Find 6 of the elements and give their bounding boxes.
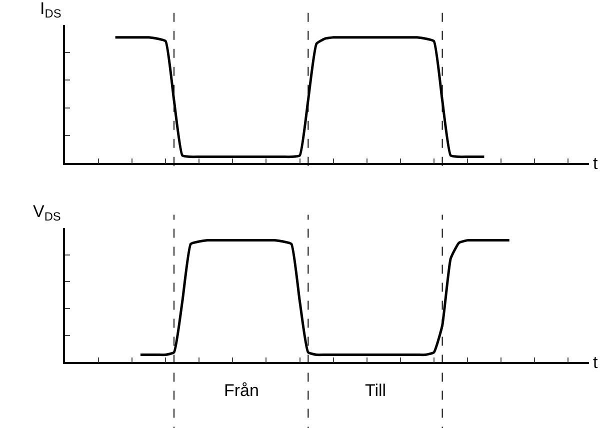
y-axis-title: I$_{DS}$ — [40, 0, 62, 21]
x-axis-title: t — [593, 154, 598, 173]
y-axis-title: V$_{DS}$ — [33, 202, 61, 224]
text: Till — [365, 381, 386, 400]
x-axis-title: t — [593, 353, 598, 372]
text: Från — [224, 381, 259, 400]
